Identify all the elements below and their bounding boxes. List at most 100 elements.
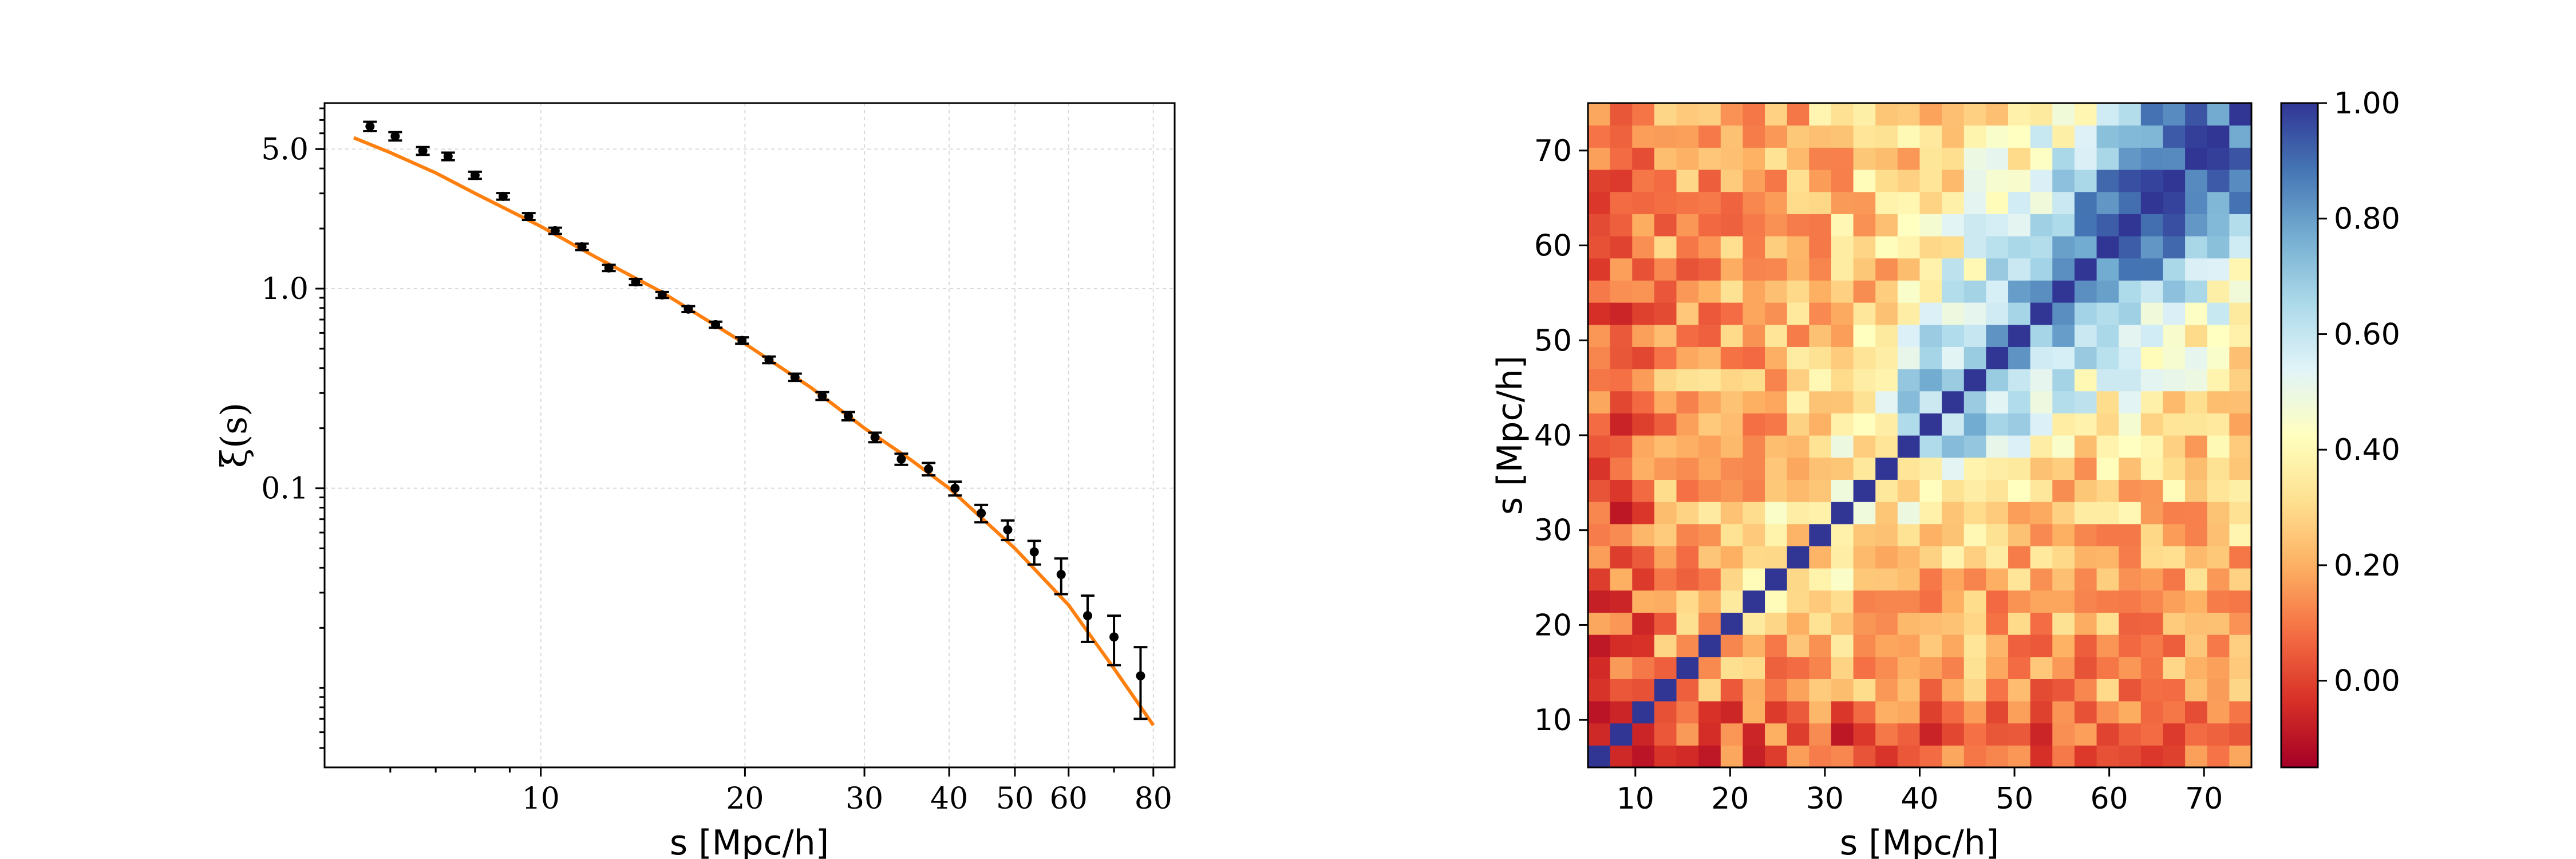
heatmap-cell bbox=[1720, 612, 1744, 635]
heatmap-cell bbox=[1654, 435, 1677, 458]
heatmap-cell bbox=[1986, 656, 2009, 679]
heatmap-cell bbox=[1942, 302, 1965, 325]
heatmap-cell bbox=[1942, 701, 1965, 724]
heatmap-cell bbox=[1632, 236, 1655, 259]
heatmap-cell bbox=[1765, 590, 1788, 613]
heatmap-cell bbox=[1765, 479, 1788, 502]
heatmap-cell bbox=[1831, 413, 1854, 436]
heatmap-cell bbox=[1963, 413, 1986, 436]
heatmap-cell bbox=[1942, 236, 1965, 259]
heatmap-cell bbox=[2185, 723, 2208, 746]
heatmap-cell bbox=[2207, 413, 2230, 436]
heatmap-cell bbox=[2074, 170, 2097, 192]
heatmap-cell bbox=[1897, 191, 1921, 214]
heatmap-cell bbox=[1654, 612, 1677, 635]
heatmap-cell bbox=[2030, 391, 2053, 413]
heatmap-cell bbox=[1765, 679, 1788, 702]
heatmap-cell bbox=[1654, 125, 1677, 148]
heatmap-cell bbox=[1720, 170, 1744, 192]
heatmap-cell bbox=[1765, 280, 1788, 303]
heatmap-cell bbox=[1963, 236, 1986, 259]
heatmap-cell bbox=[2074, 125, 2097, 148]
heatmap-cell bbox=[1676, 723, 1699, 746]
heatmap-cell bbox=[2008, 214, 2031, 237]
heatmap-cell bbox=[1875, 568, 1898, 591]
heatmap-cells bbox=[1588, 103, 2252, 768]
heatmap-cell bbox=[1942, 479, 1965, 502]
heatmap-cell bbox=[1765, 324, 1788, 347]
heatmap-cell bbox=[1875, 147, 1898, 170]
heatmap-cell bbox=[1875, 745, 1898, 768]
heatmap-cell bbox=[2229, 523, 2252, 546]
heatmap-cell bbox=[1875, 479, 1898, 502]
heatmap-cell bbox=[2052, 346, 2075, 369]
heatmap-cell bbox=[1720, 656, 1744, 679]
heatmap-cell bbox=[1588, 346, 1611, 369]
heatmap-cell bbox=[1698, 214, 1721, 237]
heatmap-cell bbox=[2140, 723, 2164, 746]
heatmap-cell bbox=[2229, 191, 2252, 214]
heatmap-cell bbox=[1963, 590, 1986, 613]
heatmap-cell bbox=[2119, 258, 2142, 281]
heatmap-cell bbox=[2030, 125, 2053, 148]
heatmap-cell bbox=[1588, 745, 1611, 768]
heatmap-cell bbox=[1632, 635, 1655, 657]
heatmap-cell bbox=[1676, 523, 1699, 546]
heatmap-cell bbox=[1963, 656, 1986, 679]
heatmap-cell bbox=[1809, 479, 1832, 502]
heatmap-cell bbox=[1963, 701, 1986, 724]
heatmap-cell bbox=[1853, 103, 1876, 126]
heatmap-cell bbox=[1897, 701, 1921, 724]
heatmap-cell bbox=[1610, 391, 1633, 413]
heatmap-cell bbox=[1765, 523, 1788, 546]
heatmap-cell bbox=[1942, 635, 1965, 657]
heatmap-cell bbox=[1610, 523, 1633, 546]
heatmap-cell bbox=[1853, 170, 1876, 192]
xi-data-point bbox=[1082, 611, 1092, 621]
heatmap-cell bbox=[1654, 258, 1677, 281]
heatmap-cell bbox=[1588, 324, 1611, 347]
heatmap-cell bbox=[1986, 590, 2009, 613]
heatmap-cell bbox=[1963, 479, 1986, 502]
heatmap-cell bbox=[1875, 103, 1898, 126]
heatmap-cell bbox=[1986, 147, 2009, 170]
heatmap-cell bbox=[1632, 214, 1655, 237]
heatmap-cell bbox=[1963, 214, 1986, 237]
xi-data-point bbox=[1029, 547, 1039, 557]
heatmap-cell bbox=[1897, 302, 1921, 325]
heatmap-cell bbox=[1743, 391, 1765, 413]
heatmap-cell bbox=[1897, 635, 1921, 657]
heatmap-cell bbox=[1986, 502, 2009, 525]
heatmap-cell bbox=[2119, 391, 2142, 413]
heatmap-y-tick-label: 70 bbox=[1534, 134, 1572, 168]
heatmap-cell bbox=[1942, 679, 1965, 702]
heatmap-cell bbox=[1963, 723, 1986, 746]
heatmap-cell bbox=[2140, 413, 2164, 436]
heatmap-cell bbox=[1632, 170, 1655, 192]
heatmap-cell bbox=[2096, 147, 2119, 170]
heatmap-cell bbox=[2229, 568, 2252, 591]
heatmap-cell bbox=[1632, 479, 1655, 502]
heatmap-cell bbox=[1875, 523, 1898, 546]
heatmap-cell bbox=[2229, 147, 2252, 170]
heatmap-cell bbox=[1809, 723, 1832, 746]
heatmap-cell bbox=[1787, 635, 1809, 657]
heatmap-cell bbox=[1654, 324, 1677, 347]
heatmap-cell bbox=[1654, 214, 1677, 237]
heatmap-cell bbox=[1765, 612, 1788, 635]
heatmap-cell bbox=[1942, 656, 1965, 679]
heatmap-cell bbox=[1963, 679, 1986, 702]
heatmap-cell bbox=[1986, 479, 2009, 502]
heatmap-cell bbox=[2229, 590, 2252, 613]
heatmap-cell bbox=[1787, 191, 1809, 214]
heatmap-cell bbox=[1831, 369, 1854, 392]
heatmap-cell bbox=[2008, 302, 2031, 325]
heatmap-cell bbox=[2185, 324, 2208, 347]
heatmap-cell bbox=[1676, 479, 1699, 502]
heatmap-cell bbox=[1963, 745, 1986, 768]
heatmap-cell bbox=[1610, 324, 1633, 347]
heatmap-cell bbox=[1610, 302, 1633, 325]
heatmap-cell bbox=[2008, 346, 2031, 369]
heatmap-cell bbox=[1720, 280, 1744, 303]
heatmap-cell bbox=[2140, 568, 2164, 591]
